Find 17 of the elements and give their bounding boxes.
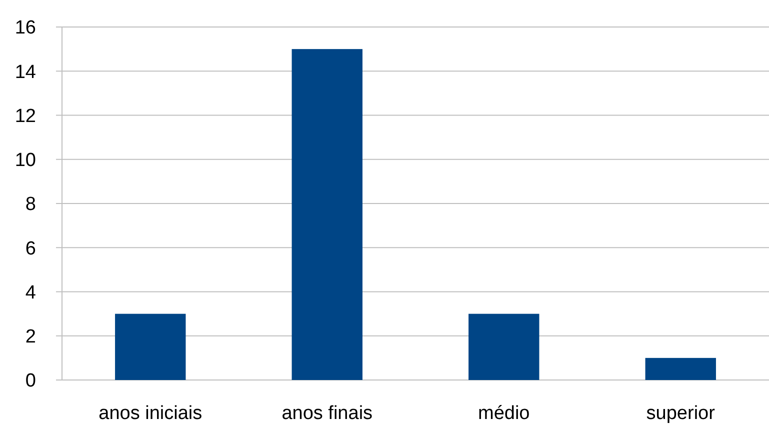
bar (645, 358, 716, 380)
x-tick-label: anos finais (282, 403, 373, 424)
y-tick-label: 0 (25, 370, 36, 392)
bar (468, 314, 540, 380)
y-tick-label: 8 (25, 194, 36, 216)
y-tick-label: 16 (14, 18, 36, 39)
y-tick-label: 14 (14, 62, 36, 83)
x-tick-label: anos iniciais (98, 403, 202, 424)
y-tick-label: 10 (14, 150, 36, 172)
x-tick-label: médio (478, 403, 530, 424)
y-tick-label: 6 (25, 238, 36, 260)
bar (292, 49, 362, 380)
x-tick-label: superior (646, 403, 716, 424)
y-tick-label: 12 (14, 106, 36, 127)
y-tick-label: 4 (25, 282, 36, 304)
bar (115, 314, 186, 380)
y-tick-label: 2 (25, 326, 36, 348)
